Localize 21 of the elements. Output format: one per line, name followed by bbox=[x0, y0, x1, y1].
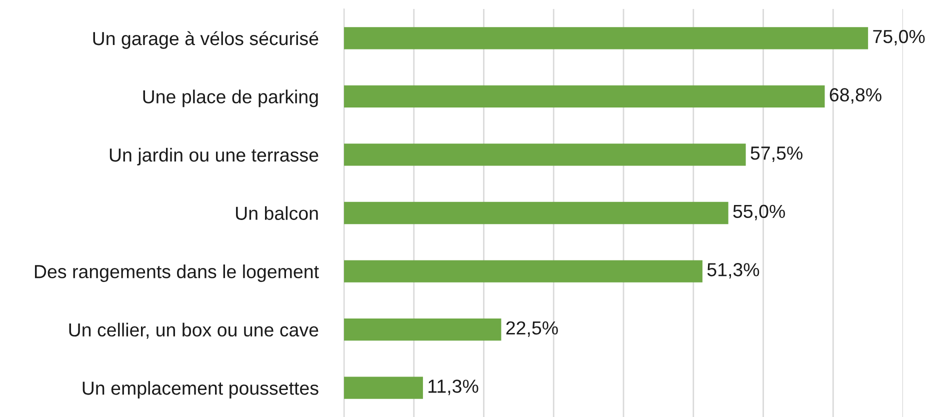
bar bbox=[344, 144, 746, 166]
y-tick-label: Un balcon bbox=[236, 206, 318, 220]
bar bbox=[344, 376, 423, 399]
data-label: 55,0% bbox=[733, 204, 785, 220]
y-tick-label: Un jardin ou une terrasse bbox=[110, 148, 318, 166]
bar bbox=[344, 260, 702, 282]
data-label: 75,0% bbox=[873, 30, 925, 46]
data-label: 51,3% bbox=[707, 263, 760, 279]
bar bbox=[344, 85, 825, 108]
data-label: 68,8% bbox=[830, 88, 882, 104]
bar bbox=[344, 318, 502, 341]
y-tick-label: Un cellier, un box ou une cave bbox=[69, 322, 318, 339]
y-tick-label: Un emplacement poussettes bbox=[82, 381, 318, 399]
data-label: 57,5% bbox=[750, 146, 802, 162]
data-label: 11,3% bbox=[428, 380, 478, 396]
y-tick-label: Une place de parking bbox=[143, 90, 318, 108]
data-label: 22,5% bbox=[506, 321, 558, 337]
bar bbox=[344, 27, 868, 50]
bar bbox=[344, 202, 728, 224]
y-tick-label: Un garage à vélos sécurisé bbox=[93, 31, 318, 49]
y-tick-label: Des rangements dans le logement bbox=[34, 264, 319, 282]
